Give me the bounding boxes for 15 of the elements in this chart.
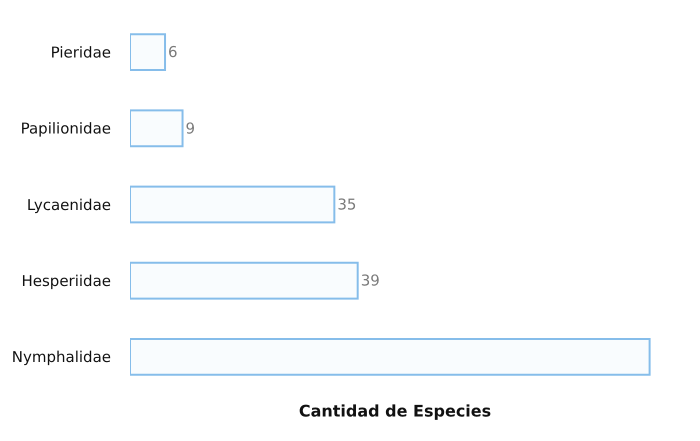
y-tick-label: Pieridae <box>50 43 111 62</box>
data-label: 9 <box>186 119 196 138</box>
y-tick-label: Papilionidae <box>20 120 111 138</box>
bar <box>130 109 184 148</box>
y-tick-label: Hesperiidae <box>21 272 111 290</box>
data-label: 39 <box>360 272 380 290</box>
x-axis-title: Cantidad de Especies <box>298 402 492 421</box>
data-label: 6 <box>168 43 178 62</box>
y-tick-label: Nymphalidae <box>12 348 111 366</box>
bar <box>130 33 166 72</box>
bar <box>130 186 336 224</box>
y-tick-label: Lycaenidae <box>26 196 111 214</box>
bar <box>130 338 651 376</box>
bar <box>130 262 359 300</box>
data-label: 35 <box>337 196 356 214</box>
